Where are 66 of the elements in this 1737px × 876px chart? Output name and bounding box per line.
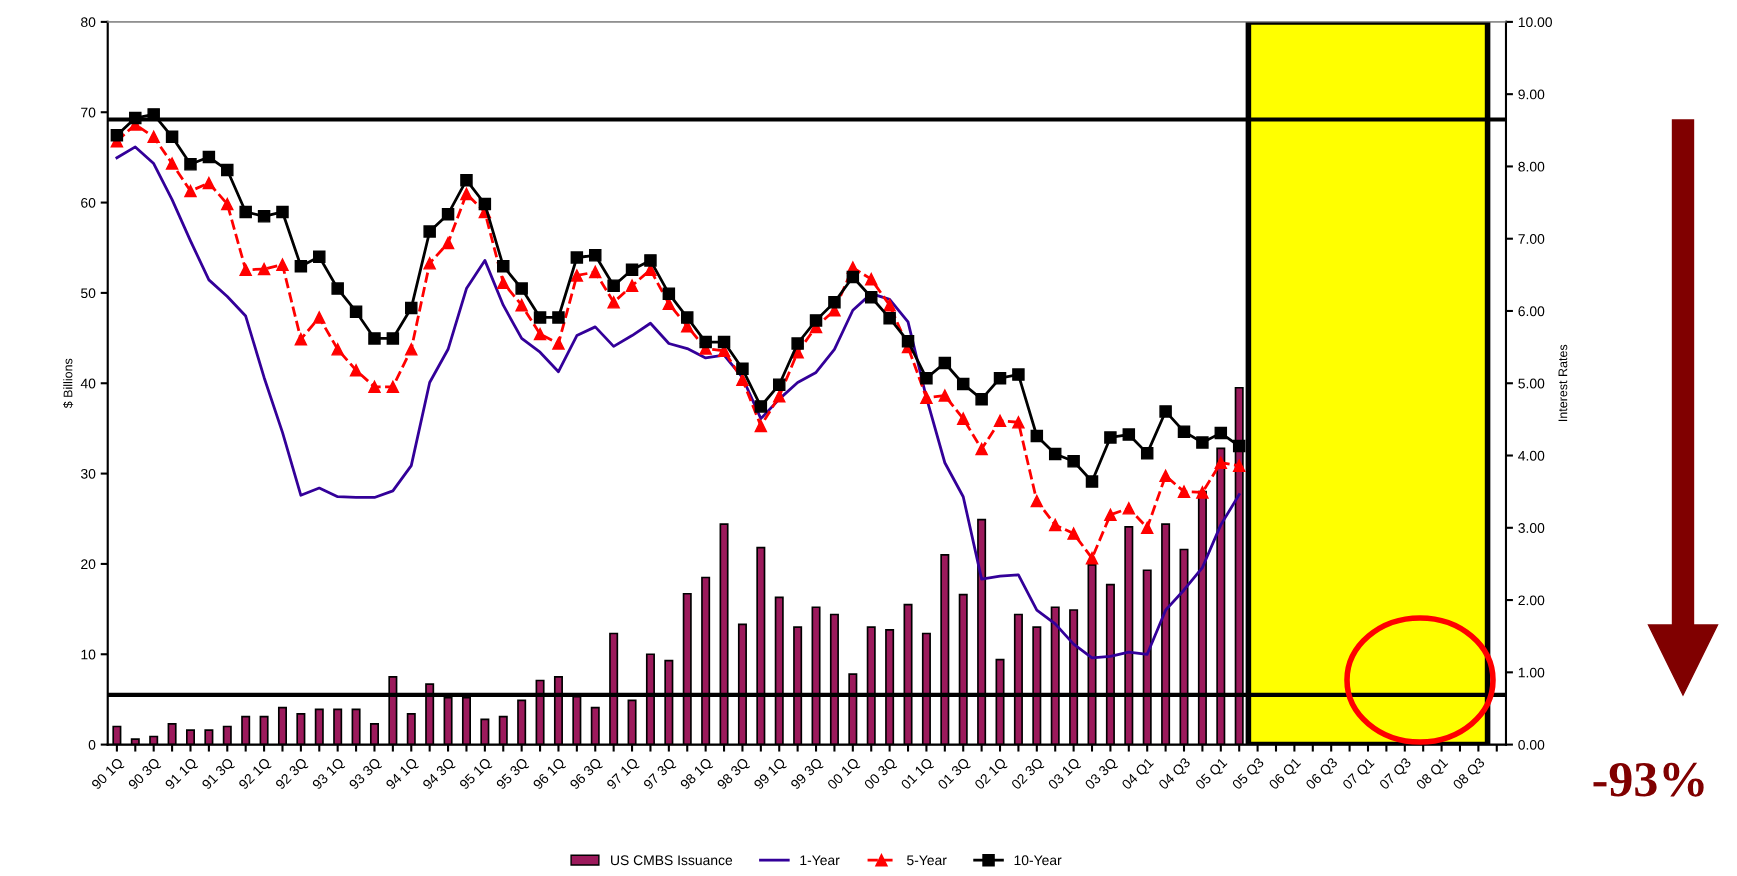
legend-label: 5-Year [907, 855, 947, 866]
x-tick-label: 96 3Q [569, 757, 604, 792]
y-tick-label: 30 [80, 468, 96, 479]
x-tick-label: 94 3Q [422, 757, 457, 792]
x-tick-label: 06 Q1 [1268, 757, 1303, 792]
y-tick-label: 60 [81, 197, 96, 208]
legend-label: 1-Year [800, 855, 840, 866]
x-tick-label: 02 1Q [973, 757, 1009, 792]
x-tick-label: 95 1Q [458, 757, 494, 792]
line-series [115, 145, 1241, 660]
y-tick-label: 0 [88, 739, 96, 750]
x-tick-label: 93 3Q [348, 757, 383, 792]
legend-label: 10-Year [1014, 855, 1062, 866]
y2-tick-label: 4.00 [1518, 450, 1545, 461]
y2-tick-label: 3.00 [1518, 523, 1545, 533]
x-tick-label: 06 Q3 [1305, 757, 1340, 792]
y2-axis-title: Interest Rates [1558, 344, 1568, 421]
x-tick-label: 93 1Q [311, 757, 347, 792]
x-tick-label: 92 3Q [274, 757, 310, 792]
y-tick-label: 50 [81, 288, 96, 299]
y2-tick-label: 8.00 [1518, 161, 1545, 172]
y2-tick-label: 10.00 [1518, 17, 1552, 28]
x-tick-label: 00 1Q [826, 757, 862, 792]
y-tick-label: 70 [81, 107, 96, 118]
y-tick-label: 80 [81, 17, 96, 28]
y2-tick-label: 7.00 [1518, 234, 1545, 244]
x-tick-label: 97 1Q [606, 757, 641, 792]
x-tick-label: 08 Q1 [1415, 757, 1451, 792]
y2-tick-label: 0.00 [1518, 739, 1545, 750]
y2-tick-label: 2.00 [1518, 595, 1545, 606]
x-tick-label: 90 3Q [127, 757, 163, 792]
x-tick-label: 91 3Q [201, 757, 236, 792]
y2-tick-label: 9.00 [1518, 89, 1545, 100]
y-tick-label: 40 [80, 378, 96, 389]
x-tick-label: 91 1Q [164, 757, 199, 792]
x-tick-label: 00 3Q [863, 757, 899, 792]
y-tick-label: 10 [81, 649, 96, 660]
x-tick-label: 02 3Q [1010, 757, 1046, 792]
x-tick-label: 98 3Q [716, 757, 751, 792]
x-tick-label: 99 3Q [790, 757, 825, 792]
x-tick-label: 01 3Q [937, 757, 972, 792]
text: -93% [1593, 762, 1704, 797]
x-tick-label: 90 1Q [90, 757, 126, 792]
x-tick-label: 05 Q1 [1194, 757, 1230, 792]
x-tick-label: 07 Q1 [1341, 757, 1377, 792]
x-tick-label: 04 Q1 [1121, 757, 1156, 792]
x-tick-label: 99 1Q [753, 757, 788, 792]
x-tick-label: 03 1Q [1047, 757, 1083, 792]
legend-label: US CMBS Issuance [611, 855, 733, 866]
y-axis-title: $ Billions [63, 358, 74, 409]
y2-tick-label: 1.00 [1518, 667, 1545, 678]
y2-tick-label: 6.00 [1518, 306, 1545, 317]
x-tick-label: 04 Q3 [1157, 757, 1193, 792]
x-tick-label: 05 Q3 [1231, 757, 1267, 792]
y-tick-label: 20 [81, 559, 96, 570]
x-tick-label: 08 Q3 [1452, 757, 1487, 792]
x-tick-label: 96 1Q [532, 757, 567, 792]
x-tick-label: 95 3Q [495, 757, 531, 792]
y2-tick-label: 5.00 [1518, 378, 1545, 389]
x-tick-label: 94 1Q [385, 757, 420, 792]
x-tick-label: 98 1Q [679, 757, 715, 792]
x-tick-label: 07 Q3 [1378, 757, 1414, 792]
x-tick-label: 03 3Q [1084, 757, 1119, 792]
x-tick-label: 92 1Q [238, 757, 273, 792]
x-tick-label: 97 3Q [642, 757, 678, 792]
x-tick-label: 01 1Q [900, 757, 935, 792]
